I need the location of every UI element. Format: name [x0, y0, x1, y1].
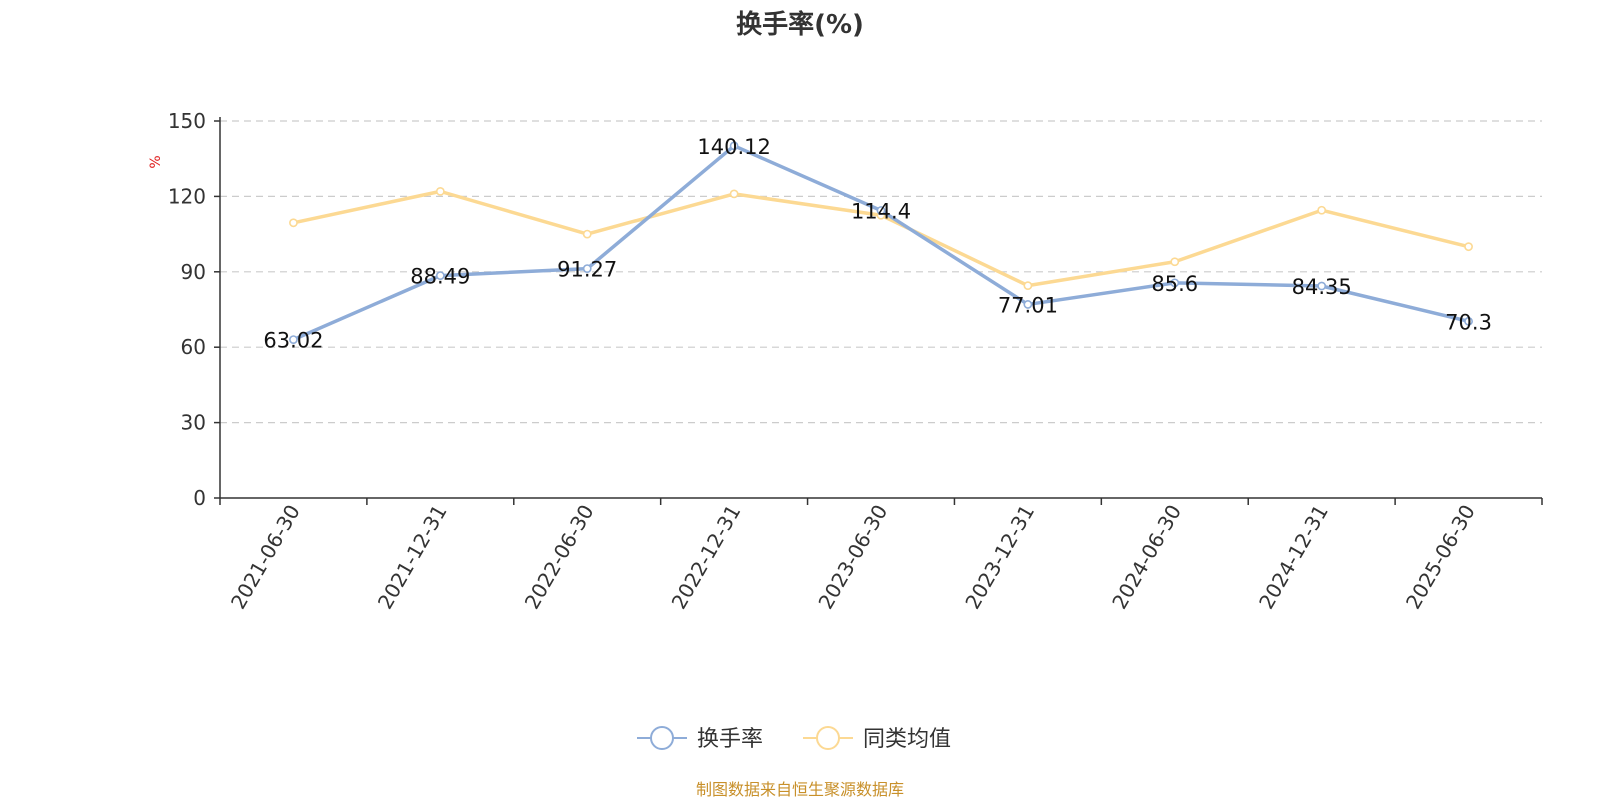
data-point[interactable] — [1023, 300, 1033, 309]
y-tick-label: 60 — [181, 335, 206, 359]
source-note: 制图数据来自恒生聚源数据库 — [696, 780, 904, 799]
data-point[interactable] — [1170, 257, 1180, 267]
x-tick-label: 2024-12-31 — [1254, 501, 1333, 614]
y-tick-label: 150 — [168, 109, 206, 133]
series-line-0 — [292, 144, 1469, 342]
data-point[interactable] — [1023, 281, 1033, 291]
data-label: 63.02 — [263, 329, 323, 353]
axes: 0 30 60 90 120 150 2021-06-30 2021-12-31 2022-06… — [168, 109, 1543, 614]
data-label: 84.35 — [1292, 275, 1352, 299]
data-point[interactable] — [1317, 281, 1327, 291]
data-point[interactable] — [1464, 316, 1473, 326]
y-axis-unit-label: % — [148, 155, 164, 168]
data-point[interactable] — [289, 218, 298, 228]
x-tick-label: 2022-12-31 — [667, 501, 746, 614]
series-lines — [289, 141, 1473, 345]
legend-item-1[interactable]: 同类均值 — [803, 726, 951, 752]
data-point[interactable] — [1170, 278, 1180, 288]
data-point[interactable] — [729, 141, 739, 151]
data-point[interactable] — [582, 229, 592, 239]
y-tick-label: 90 — [181, 260, 206, 284]
data-labels: 63.02 88.49 91.27 140.12 114.4 77.01 85.6 84.35… — [263, 135, 1492, 353]
legend-item-0[interactable]: 换手率 — [637, 726, 763, 752]
x-tick-label: 2021-12-31 — [373, 501, 452, 614]
data-label: 77.01 — [998, 293, 1058, 317]
legend-marker — [816, 726, 840, 750]
data-label: 91.27 — [557, 258, 617, 282]
data-point[interactable] — [435, 186, 445, 196]
data-point[interactable] — [1464, 242, 1473, 252]
x-tick-label: 2024-06-30 — [1107, 501, 1186, 614]
x-tick-label: 2022-06-30 — [520, 501, 599, 614]
legend-label: 同类均值 — [863, 727, 951, 752]
x-tick-label: 2025-06-30 — [1401, 501, 1480, 614]
legend-marker — [650, 726, 674, 750]
legend-label: 换手率 — [697, 727, 763, 752]
data-point[interactable] — [729, 189, 739, 199]
data-point[interactable] — [435, 271, 445, 280]
x-tick-label: 2023-06-30 — [813, 501, 892, 614]
y-tick-label: 0 — [193, 486, 206, 510]
y-tick-label: 30 — [181, 411, 206, 435]
chart-title: 换手率(%) — [736, 9, 864, 40]
data-point[interactable] — [582, 264, 592, 274]
data-label: 85.6 — [1151, 272, 1198, 296]
data-label: 88.49 — [410, 265, 470, 289]
y-tick-label: 120 — [168, 184, 206, 208]
data-point[interactable] — [1317, 205, 1327, 215]
x-tick-label: 2023-12-31 — [960, 501, 1039, 614]
data-point[interactable] — [289, 335, 298, 345]
data-label: 70.3 — [1445, 310, 1492, 334]
data-point[interactable] — [876, 206, 886, 215]
data-label: 114.4 — [851, 199, 911, 223]
x-tick-label: 2021-06-30 — [226, 501, 305, 614]
legend[interactable]: 换手率 同类均值 — [637, 726, 951, 752]
data-label: 140.12 — [697, 135, 770, 159]
